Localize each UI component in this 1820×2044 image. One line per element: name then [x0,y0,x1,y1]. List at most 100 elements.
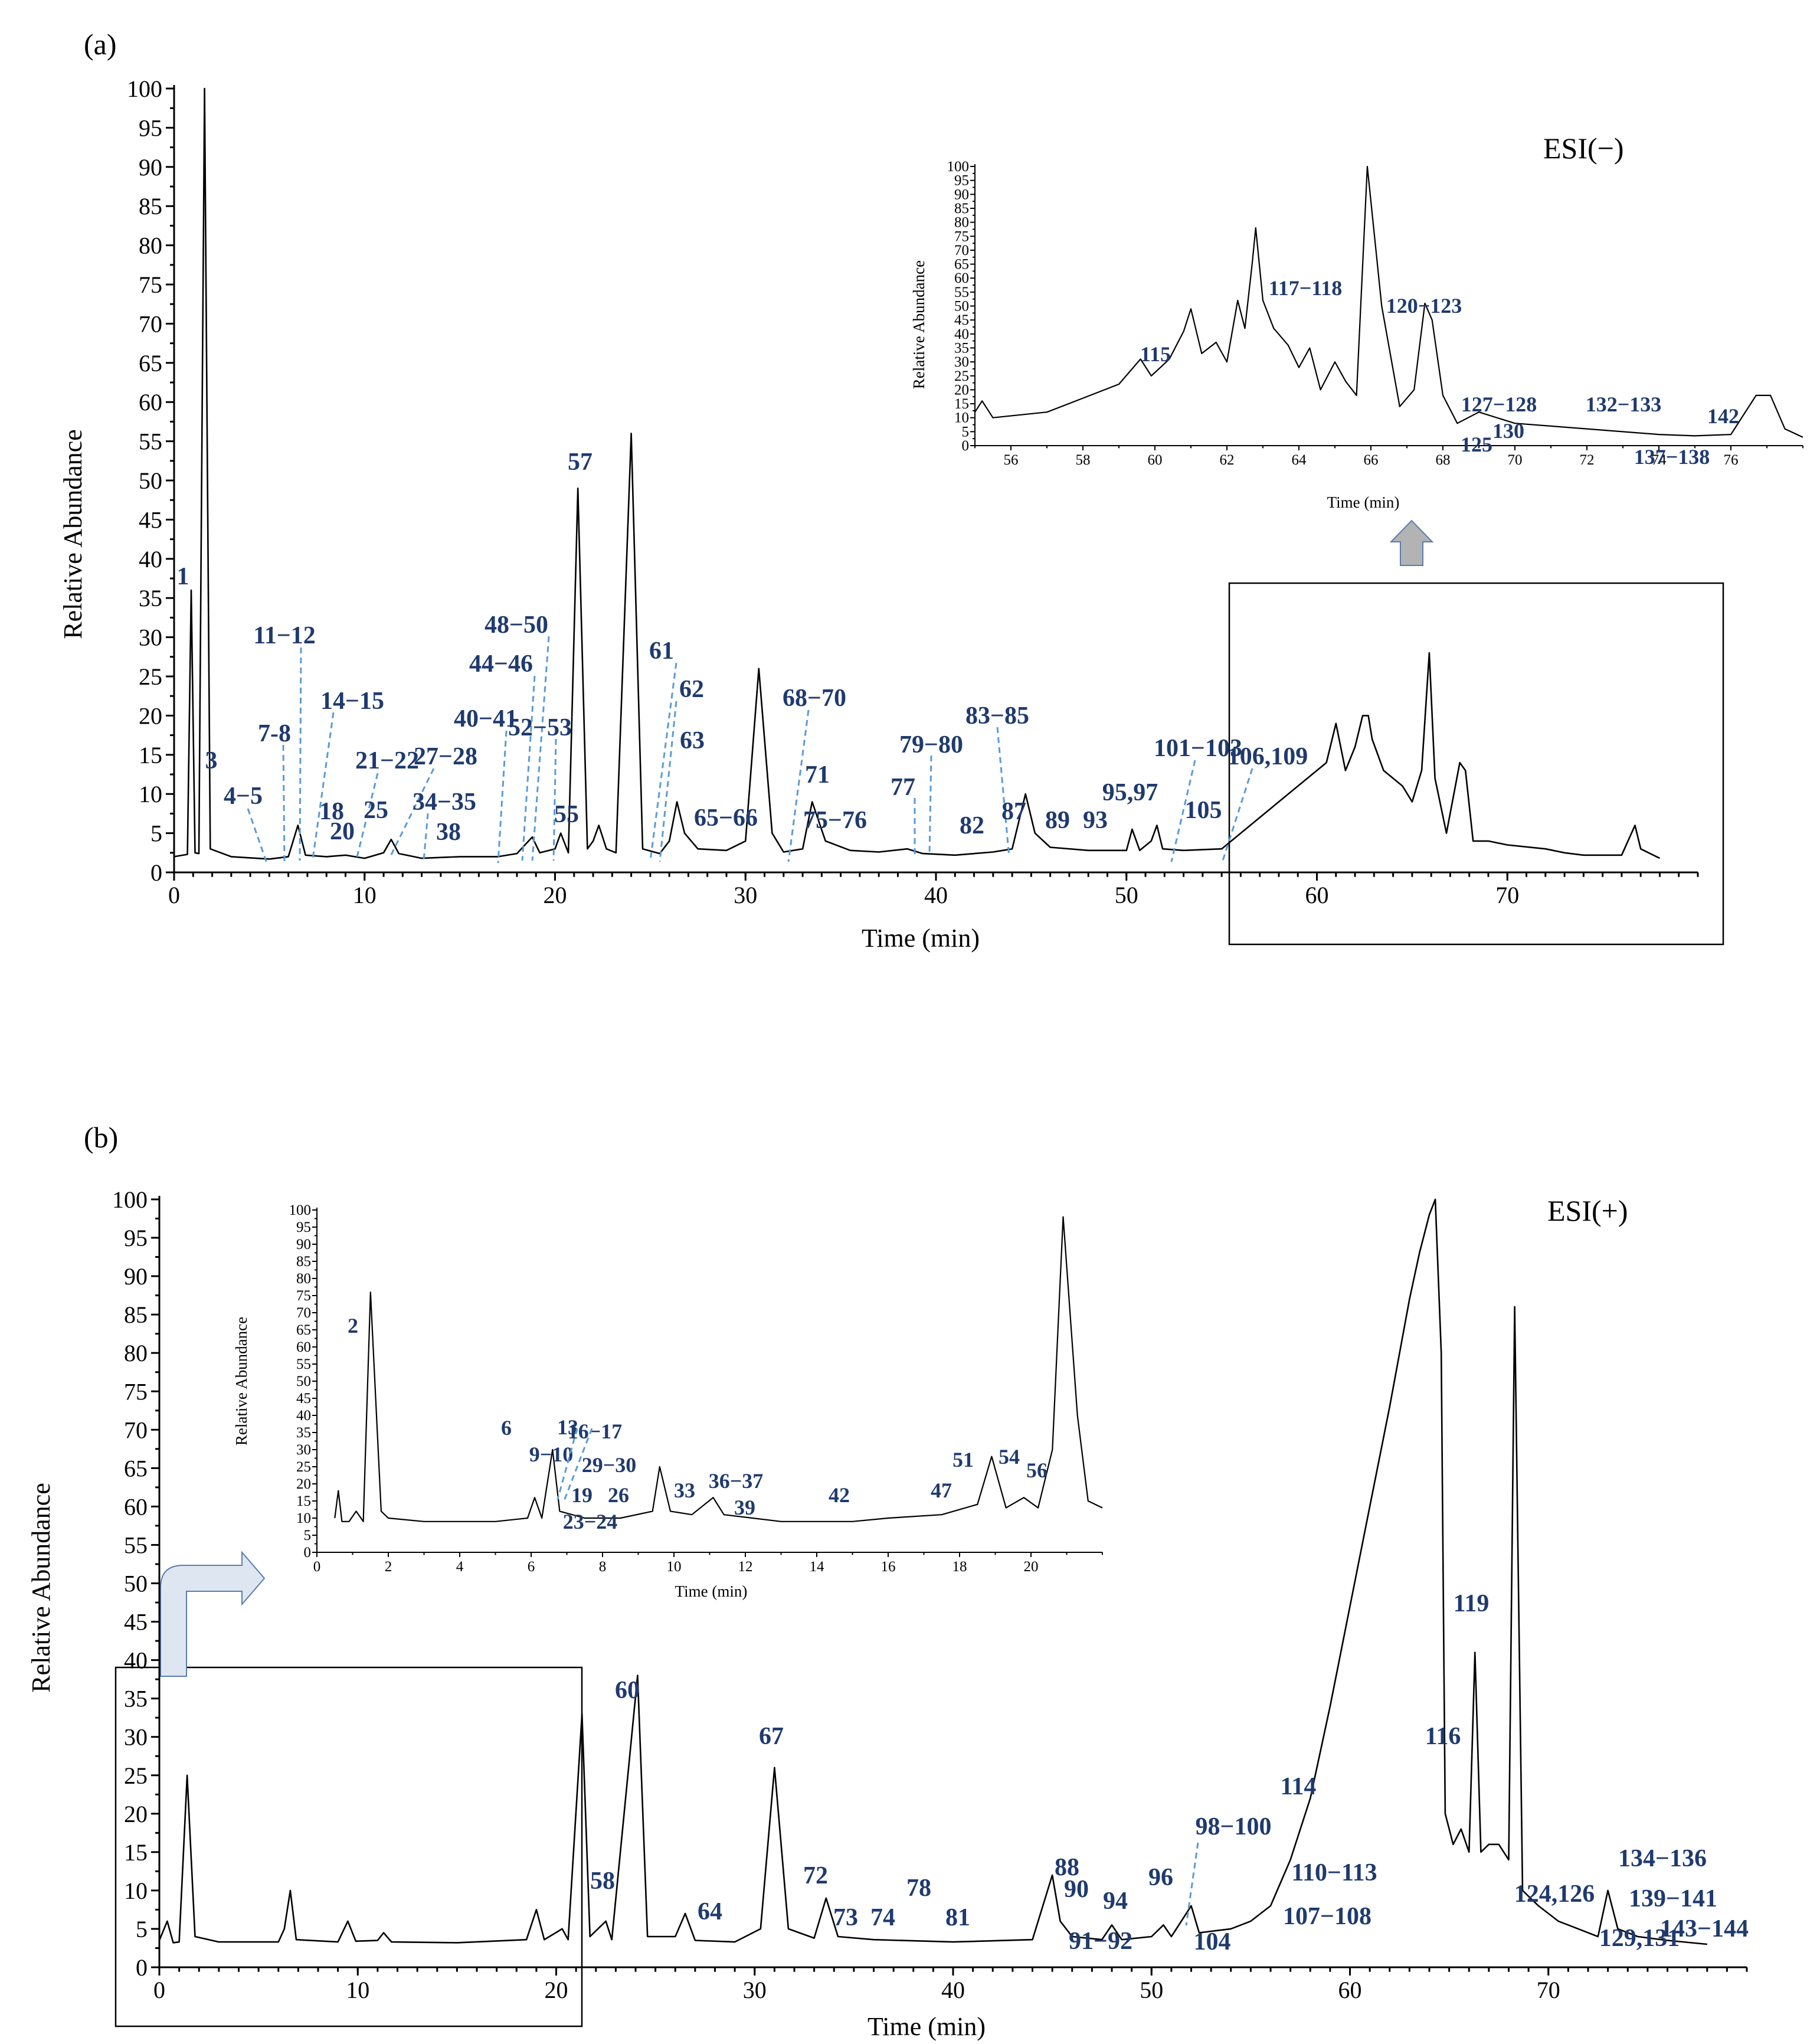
panel-a-xtick-label: 0 [168,882,180,908]
panel-b-inset-xtick-label: 8 [599,1559,607,1575]
panel-b-inset-ytick-label: 0 [304,1545,312,1561]
panel-a-inset-ytick-label: 100 [947,159,970,175]
panel-a-peak-label: 106,109 [1227,743,1308,770]
panel-a-ytick-label: 35 [139,585,162,611]
panel-b-inset-ytick-label: 55 [296,1356,311,1372]
panel-b-zoom-box [114,1666,583,2027]
panel-a-inset-peak-label: 142 [1707,404,1739,428]
panel-a-inset-peak-label: 120−123 [1386,294,1462,318]
panel-a-inset-ytick-label: 70 [954,243,969,259]
panel-a-inset-ytick-label: 10 [954,410,969,426]
panel-b-peak-label: 90 [1064,1876,1089,1903]
panel-a-inset-peak-label: 127−128 [1461,393,1537,416]
panel-a-ytick-label: 30 [139,624,162,651]
panel-a-trace [174,87,1660,860]
panel-a-inset-ytick-label: 20 [954,382,969,398]
panel-a-peak-label: 62 [679,676,704,703]
panel-a-inset-xtick-label: 74 [1652,452,1667,468]
panel-b-ytick-label: 65 [124,1455,148,1482]
panel-b-xtick-label: 0 [153,1977,165,2003]
panel-a-xlabel: Time (min) [862,924,980,953]
panel-b-inset-ytick-label: 50 [296,1373,311,1389]
panel-b-ytick-label: 95 [124,1225,148,1251]
panel-a-xtick-label: 40 [924,882,948,908]
panel-b-peak-label: 139−141 [1629,1885,1717,1912]
panel-a-peak-label-leader-line [787,709,810,862]
panel-a-inset-ytick-label: 40 [954,326,969,342]
panel-b-ytick-label: 75 [124,1378,148,1405]
panel-a-peak-label: 82 [960,812,984,839]
panel-b-peak-label: 104 [1194,1928,1231,1955]
panel-a-ytick-label: 95 [139,115,162,141]
panel-b-inset-xtick-label: 10 [667,1559,682,1575]
panel-a-ytick-label: 5 [150,820,162,847]
panel-a-peak-label: 21−22 [355,747,419,774]
panel-a-peak-label: 87 [1001,798,1026,825]
panel-b-inset-ytick-label: 35 [296,1425,311,1441]
panel-b-peak-label: 88 [1055,1854,1079,1881]
panel-a-peak-label-leader-line [497,730,508,864]
panel-a-inset-ytick-label: 55 [954,284,969,300]
panel-a-peak-label: 34−35 [413,789,476,816]
panel-a-xtick-label: 70 [1495,882,1519,908]
panel-a-peak-label-leader-line [312,712,335,859]
panel-a-peak-label-leader-line [659,701,677,862]
panel-a-peak-label-leader-line [996,727,1010,858]
panel-a-inset-ytick-label: 90 [954,187,969,202]
panel-a-inset-ytick-label: 75 [954,228,969,244]
panel-a-inset-xtick-label: 58 [1076,452,1091,468]
panel-b-peak-label: 74 [870,1904,895,1931]
panel-a-inset-xlabel: Time (min) [1327,493,1400,511]
panel-a-peak-label: 14−15 [320,688,384,715]
panel-a-ytick-label: 60 [139,389,162,416]
panel-b-inset-peak-label-leader-line [562,1428,593,1503]
panel-b-ytick-label: 80 [124,1340,148,1366]
panel-a-ytick-label: 70 [139,310,162,337]
panel-b-ytick-label: 60 [124,1493,148,1520]
panel-b-inset-ytick-label: 95 [296,1219,311,1235]
panel-b-inset-peak-label: 39 [734,1496,755,1519]
panel-a-inset-xtick-label: 68 [1436,452,1451,468]
panel-a-peak-label-leader-line [1222,768,1253,861]
panel-b-ytick-label: 30 [124,1724,148,1751]
panel-a-label: (a) [84,28,117,61]
panel-b-xlabel: Time (min) [868,2012,986,2041]
panel-a-inset-ytick-label: 30 [954,354,969,370]
panel-a-ytick-label: 55 [139,429,162,455]
panel-a-peak-label: 75−76 [803,807,867,834]
panel-b-ytick-label: 90 [124,1263,148,1290]
panel-a-peak-label: 11−12 [253,622,316,649]
panel-a-inset-ytick-label: 35 [954,340,969,356]
panel-b-inset-peak-label: 54 [999,1445,1020,1469]
panel-a-inset-xtick-label: 72 [1580,452,1595,468]
panel-a-zoom-box [1228,582,1724,946]
panel-b-peak-label: 119 [1454,1590,1490,1617]
panel-b-inset-ytick-label: 15 [296,1493,311,1509]
panel-b-peak-label: 129,131 [1599,1925,1680,1952]
panel-a-peak-label: 63 [680,727,705,754]
panel-b-xtick-label: 30 [743,1977,767,2003]
panel-b-inset-peak-label: 26 [608,1483,629,1507]
panel-a-xtick-label: 20 [544,882,567,908]
panel-b-peak-label: 124,126 [1514,1881,1595,1908]
panel-a-xtick-label: 60 [1305,882,1329,908]
panel-a-inset-peak-label: 137−138 [1634,445,1710,469]
panel-a-inset-ytick-label: 95 [954,173,969,189]
panel-b-xtick-label: 10 [346,1977,369,2003]
panel-a-peak-label: 68−70 [783,685,846,712]
panel-a-peak-label: 1 [177,563,189,590]
panel-b-inset-peak-label: 2 [348,1314,358,1337]
panel-a-peak-label-leader-line [1170,760,1196,862]
panel-a-peak-label-leader-line [389,768,435,856]
panel-a-ytick-label: 10 [139,781,162,807]
panel-b-inset-peak-label: 33 [674,1479,695,1502]
panel-b-inset-peak-label: 9−10 [529,1443,574,1466]
panel-a-peak-label: 83−85 [965,702,1029,730]
panel-a-peak-label: 61 [649,637,674,665]
panel-a-ytick-label: 15 [139,742,162,768]
panel-a-ytick-label: 80 [139,233,162,259]
panel-a-peak-label: 18 [319,798,344,825]
panel-a-peak-label: 27−28 [414,743,477,770]
panel-a-xtick-label: 30 [734,882,757,908]
panel-b-inset-ytick-label: 70 [296,1305,311,1321]
